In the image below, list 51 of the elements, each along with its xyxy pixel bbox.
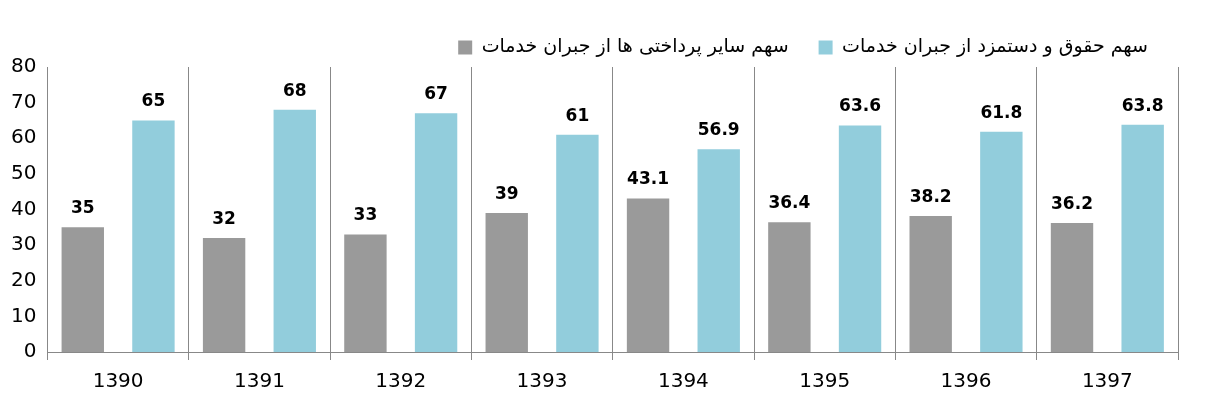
data-label: 32 — [212, 207, 236, 228]
data-label: 68 — [282, 79, 307, 100]
x-tick-label: 1391 — [233, 368, 285, 393]
x-tick-label: 1395 — [799, 368, 851, 393]
x-tick-label: 1397 — [1081, 368, 1133, 393]
legend-label: سهم سایر پرداختی ها از جبران خدمات — [481, 34, 789, 58]
bar — [626, 198, 670, 352]
bar — [485, 213, 528, 352]
data-label: 33 — [353, 204, 378, 225]
bar — [838, 125, 882, 352]
data-label: 38.2 — [909, 185, 952, 206]
bar — [273, 109, 316, 352]
bar — [697, 149, 740, 352]
legend-label: سهم حقوق و دستمزد از جبران خدمات — [842, 34, 1149, 58]
y-tick-label: 0 — [23, 338, 37, 363]
x-tick-label: 1392 — [375, 368, 427, 393]
y-tick-label: 30 — [11, 231, 37, 256]
bar — [1050, 223, 1094, 352]
bar — [980, 131, 1023, 352]
x-tick-label: 1393 — [516, 368, 568, 393]
data-label: 43.1 — [627, 168, 670, 189]
data-label: 63.6 — [839, 95, 882, 116]
data-label: 63.8 — [1121, 94, 1164, 115]
y-tick-label: 60 — [11, 124, 37, 149]
data-label: 56.9 — [697, 119, 740, 140]
bar — [768, 222, 811, 352]
y-tick-label: 20 — [11, 266, 37, 291]
data-label: 61 — [565, 104, 590, 125]
y-tick-label: 50 — [11, 160, 37, 185]
data-label: 35 — [70, 197, 95, 218]
bar — [909, 215, 952, 352]
bar — [132, 120, 175, 352]
bar — [202, 238, 246, 352]
data-label: 36.4 — [768, 192, 811, 213]
data-label: 65 — [141, 90, 166, 111]
data-label: 39 — [494, 182, 519, 203]
y-tick-label: 70 — [11, 88, 37, 113]
y-tick-label: 40 — [11, 195, 37, 220]
data-label: 36.2 — [1051, 192, 1093, 213]
bar — [344, 234, 387, 352]
bar — [1121, 124, 1164, 352]
bar — [61, 227, 104, 352]
data-label: 61.8 — [980, 101, 1023, 122]
x-tick-label: 1396 — [940, 368, 992, 393]
y-tick-label: 10 — [11, 302, 37, 327]
bar — [556, 134, 599, 352]
x-tick-label: 1390 — [92, 368, 144, 393]
bar — [414, 113, 458, 352]
x-tick-label: 1394 — [657, 368, 709, 393]
y-tick-label: 80 — [11, 53, 37, 78]
data-label: 67 — [424, 83, 448, 104]
